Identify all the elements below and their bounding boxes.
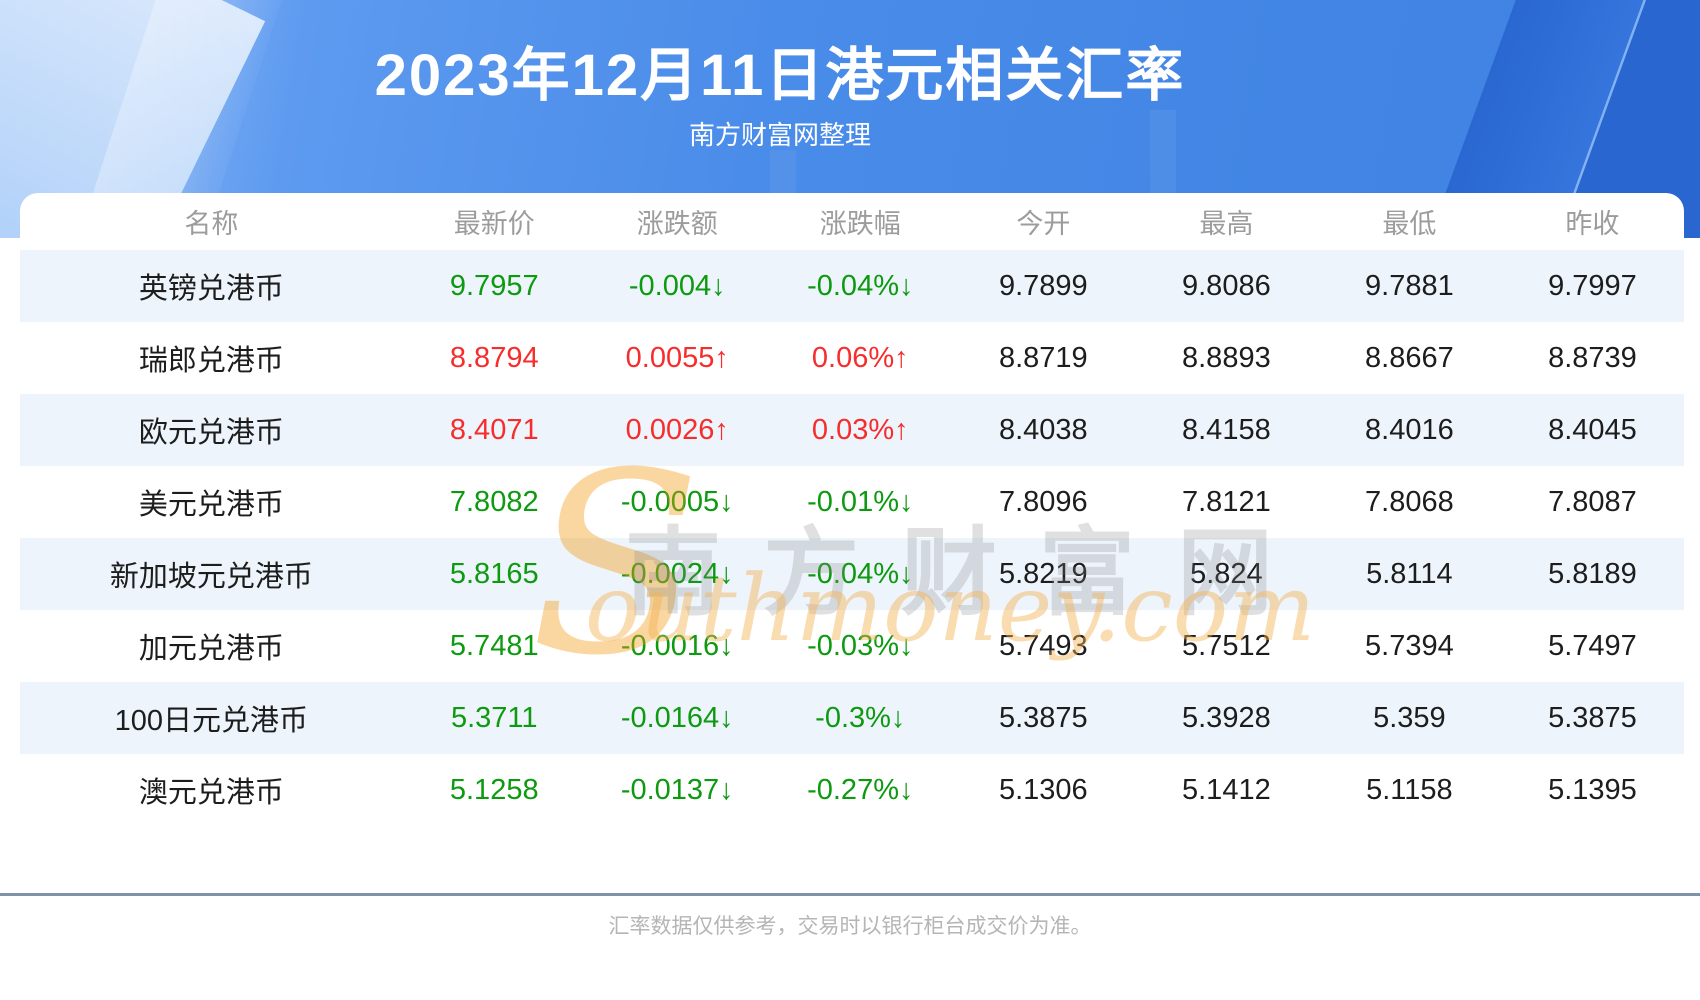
cell-low: 8.4016 <box>1365 413 1454 446</box>
cell-high: 9.8086 <box>1182 269 1271 302</box>
rates-table-card: 名称 最新价 涨跌额 涨跌幅 今开 最高 最低 昨收 英镑兑港币 9.7957 … <box>20 193 1684 826</box>
cell-high: 5.7512 <box>1182 629 1271 662</box>
footer-divider <box>0 893 1700 896</box>
cell-high: 5.1412 <box>1182 773 1271 806</box>
cell-low: 5.7394 <box>1365 629 1454 662</box>
cell-change-percent: -0.3%↓ <box>815 701 906 734</box>
table-row: 欧元兑港币 8.4071 0.0026↑ 0.03%↑ 8.4038 8.415… <box>20 394 1684 466</box>
cell-low: 7.8068 <box>1365 485 1454 518</box>
cell-low: 9.7881 <box>1365 269 1454 302</box>
cell-latest-price: 7.8082 <box>449 485 539 518</box>
cell-pair-name: 瑞郎兑港币 <box>138 345 284 377</box>
cell-change-percent: -0.04%↓ <box>807 269 914 302</box>
cell-pair-name: 加元兑港币 <box>138 633 284 665</box>
table-row: 瑞郎兑港币 8.8794 0.0055↑ 0.06%↑ 8.8719 8.889… <box>20 322 1684 394</box>
cell-latest-price: 9.7957 <box>449 269 539 302</box>
footer-disclaimer: 汇率数据仅供参考，交易时以银行柜台成交价为准。 <box>608 915 1092 938</box>
cell-prev-close: 8.8739 <box>1548 341 1637 374</box>
table-row: 美元兑港币 7.8082 -0.0005↓ -0.01%↓ 7.8096 7.8… <box>20 466 1684 538</box>
column-header-today-open: 今开 <box>1016 209 1071 239</box>
cell-change-percent: -0.03%↓ <box>807 629 914 662</box>
cell-low: 5.1158 <box>1366 773 1453 806</box>
column-header-change-amount: 涨跌额 <box>636 209 718 239</box>
cell-today-open: 9.7899 <box>998 269 1088 302</box>
cell-pair-name: 澳元兑港币 <box>138 777 284 809</box>
cell-high: 8.8893 <box>1182 341 1271 374</box>
cell-prev-close: 9.7997 <box>1548 269 1637 302</box>
cell-latest-price: 8.8794 <box>449 341 539 374</box>
cell-change-percent: -0.01%↓ <box>807 485 914 518</box>
cell-prev-close: 8.4045 <box>1548 413 1637 446</box>
cell-latest-price: 5.3711 <box>450 701 538 734</box>
column-header-change-percent: 涨跌幅 <box>819 209 901 239</box>
page-title: 2023年12月11日港元相关汇率 <box>374 43 1186 108</box>
cell-high: 8.4158 <box>1182 413 1271 446</box>
column-header-name: 名称 <box>184 209 239 239</box>
cell-low: 5.8114 <box>1366 557 1453 590</box>
cell-change-percent: -0.27%↓ <box>807 773 914 806</box>
column-header-low: 最低 <box>1382 209 1437 239</box>
cell-prev-close: 5.8189 <box>1548 557 1637 590</box>
cell-prev-close: 5.7497 <box>1548 629 1637 662</box>
cell-prev-close: 5.3875 <box>1548 701 1637 734</box>
cell-change-amount: 0.0055↑ <box>625 341 729 374</box>
cell-pair-name: 英镑兑港币 <box>138 273 284 305</box>
cell-pair-name: 新加坡元兑港币 <box>109 561 313 593</box>
column-header-high: 最高 <box>1199 209 1254 239</box>
table-row: 澳元兑港币 5.1258 -0.0137↓ -0.27%↓ 5.1306 5.1… <box>20 754 1684 826</box>
cell-today-open: 5.8219 <box>998 557 1088 590</box>
cell-change-amount: -0.0005↓ <box>620 485 734 518</box>
table-row: 新加坡元兑港币 5.8165 -0.0024↓ -0.04%↓ 5.8219 5… <box>20 538 1684 610</box>
cell-latest-price: 8.4071 <box>449 413 539 446</box>
cell-pair-name: 欧元兑港币 <box>138 417 284 449</box>
cell-today-open: 5.3875 <box>998 701 1088 734</box>
table-header-row: 名称 最新价 涨跌额 涨跌幅 今开 最高 最低 昨收 <box>20 193 1684 250</box>
table-body: 英镑兑港币 9.7957 -0.004↓ -0.04%↓ 9.7899 9.80… <box>20 250 1684 826</box>
cell-high: 5.3928 <box>1182 701 1271 734</box>
cell-change-amount: -0.0016↓ <box>620 629 734 662</box>
cell-today-open: 8.8719 <box>998 341 1088 374</box>
cell-pair-name: 100日元兑港币 <box>114 705 309 737</box>
page-subtitle: 南方财富网整理 <box>688 120 871 150</box>
cell-high: 7.8121 <box>1182 485 1271 518</box>
cell-prev-close: 5.1395 <box>1548 773 1637 806</box>
cell-today-open: 5.1306 <box>998 773 1088 806</box>
cell-change-percent: -0.04%↓ <box>807 557 914 590</box>
column-header-latest-price: 最新价 <box>453 209 535 239</box>
cell-high: 5.824 <box>1190 557 1263 590</box>
cell-low: 5.359 <box>1373 701 1446 734</box>
cell-latest-price: 5.1258 <box>449 773 539 806</box>
cell-change-amount: -0.0024↓ <box>620 557 734 590</box>
cell-change-percent: 0.03%↑ <box>811 413 909 446</box>
cell-change-amount: -0.0137↓ <box>620 773 734 806</box>
cell-pair-name: 美元兑港币 <box>138 489 284 521</box>
cell-prev-close: 7.8087 <box>1548 485 1637 518</box>
cell-change-amount: -0.004↓ <box>628 269 726 302</box>
cell-today-open: 5.7493 <box>998 629 1088 662</box>
cell-change-amount: 0.0026↑ <box>625 413 729 446</box>
cell-low: 8.8667 <box>1365 341 1454 374</box>
cell-latest-price: 5.8165 <box>449 557 539 590</box>
table-row: 加元兑港币 5.7481 -0.0016↓ -0.03%↓ 5.7493 5.7… <box>20 610 1684 682</box>
cell-latest-price: 5.7481 <box>449 629 539 662</box>
column-header-prev-close: 昨收 <box>1565 209 1620 239</box>
cell-change-percent: 0.06%↑ <box>811 341 909 374</box>
cell-today-open: 8.4038 <box>998 413 1088 446</box>
table-row: 100日元兑港币 5.3711 -0.0164↓ -0.3%↓ 5.3875 5… <box>20 682 1684 754</box>
cell-change-amount: -0.0164↓ <box>620 701 734 734</box>
table-row: 英镑兑港币 9.7957 -0.004↓ -0.04%↓ 9.7899 9.80… <box>20 250 1684 322</box>
cell-today-open: 7.8096 <box>998 485 1088 518</box>
